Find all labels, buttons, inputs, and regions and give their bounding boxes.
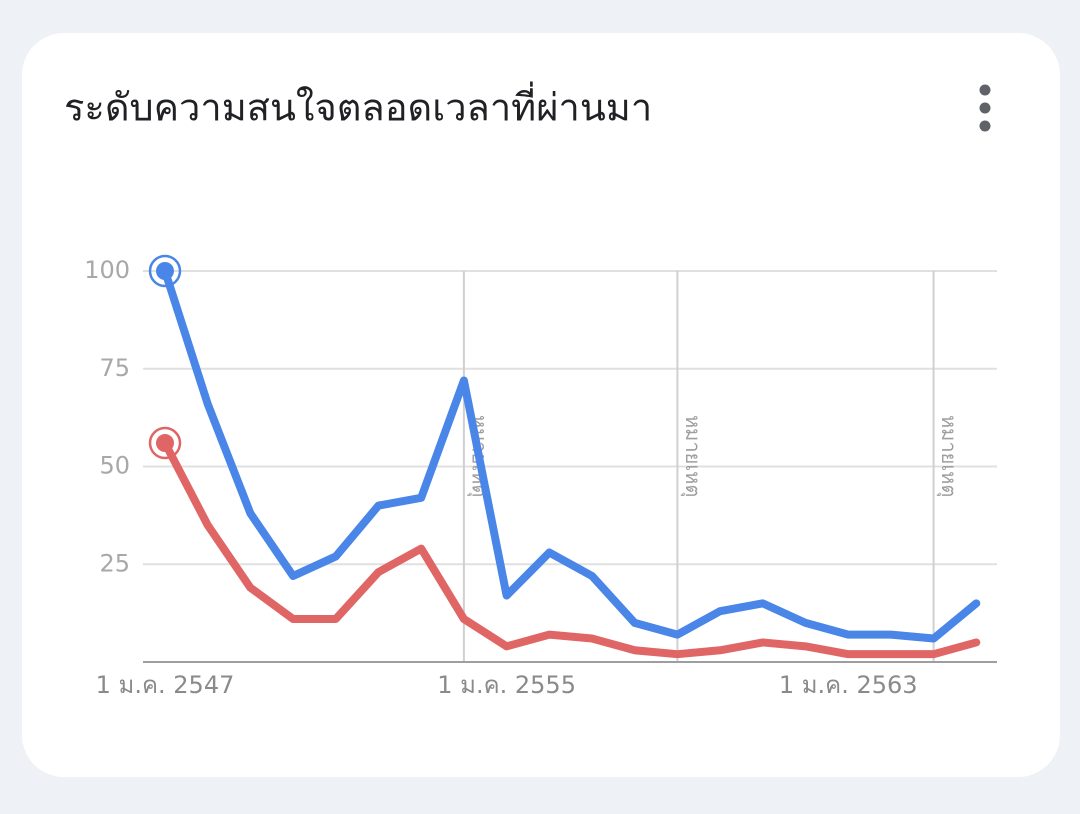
- x-tick-label: 1 ม.ค. 2547: [96, 671, 235, 699]
- point-marker: [156, 262, 174, 280]
- x-tick-label: 1 ม.ค. 2563: [779, 671, 918, 699]
- menu-dot[interactable]: [979, 120, 991, 132]
- annotation-label: หมายเหตุ: [680, 415, 705, 497]
- series-line: [161, 267, 981, 643]
- y-tick-label: 25: [99, 549, 130, 577]
- y-tick-label: 50: [99, 452, 130, 480]
- annotation-label: หมายเหตุ: [936, 415, 961, 497]
- card: [22, 33, 1060, 777]
- series-line: [161, 439, 981, 659]
- menu-button[interactable]: [979, 84, 991, 132]
- point-marker: [156, 434, 174, 453]
- chart-title: ระดับความสนใจตลอดเวลาที่ผ่านมา: [64, 82, 652, 130]
- menu-dot[interactable]: [979, 84, 991, 96]
- y-tick-label: 75: [99, 354, 130, 382]
- menu-dot[interactable]: [979, 102, 991, 114]
- x-tick-label: 1 ม.ค. 2555: [437, 671, 576, 699]
- point-ring: [148, 254, 182, 288]
- point-ring: [148, 426, 182, 460]
- y-tick-label: 100: [84, 256, 130, 284]
